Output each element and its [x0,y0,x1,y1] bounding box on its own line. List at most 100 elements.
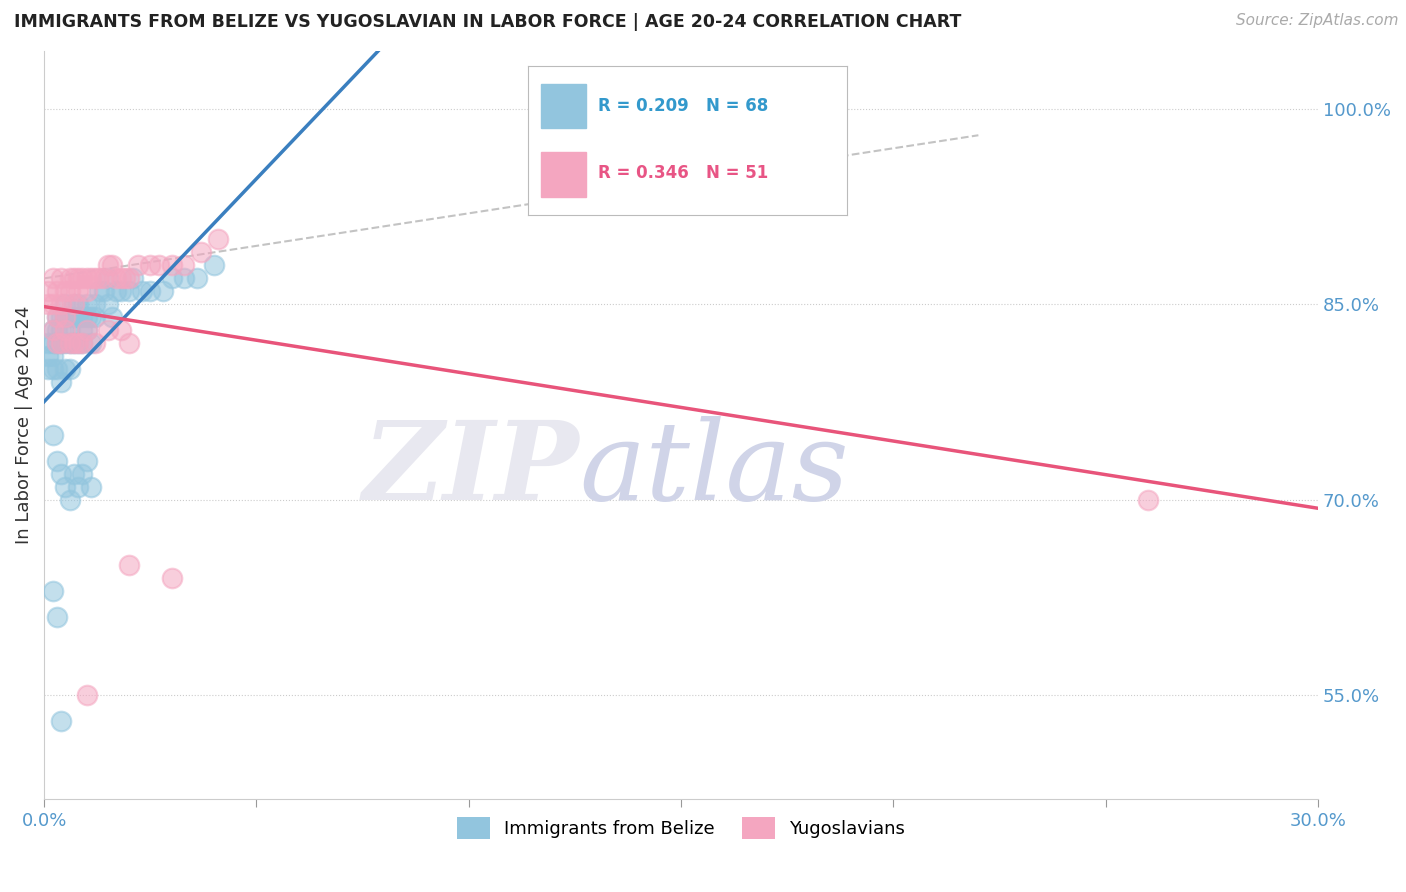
Point [41,323,63,337]
Point [101,310,124,325]
Point [53,323,76,337]
Y-axis label: In Labor Force | Age 20-24: In Labor Force | Age 20-24 [15,306,32,544]
Point [53,285,76,299]
Point [186,271,208,285]
Point [63,297,86,311]
Point [58,271,80,285]
Point [84,297,107,311]
Point [49,336,72,351]
Point [97,271,120,285]
Point [49,323,72,337]
Point [84,336,107,351]
Point [37,285,59,299]
Point [41,362,63,376]
Point [76,453,98,467]
Point [41,350,63,364]
Point [45,609,67,624]
Point [139,258,162,272]
Point [53,310,76,325]
Point [53,336,76,351]
Point [49,376,72,390]
Point [89,271,111,285]
Point [45,310,67,325]
Point [45,336,67,351]
Point [202,258,225,272]
Point [1137,492,1160,507]
Point [152,285,174,299]
Point [131,285,153,299]
Point [58,323,80,337]
Point [76,271,98,285]
Legend: Immigrants from Belize, Yugoslavians: Immigrants from Belize, Yugoslavians [450,809,912,846]
Text: Source: ZipAtlas.com: Source: ZipAtlas.com [1236,13,1399,29]
Point [45,285,67,299]
Point [93,271,115,285]
Point [37,350,59,364]
Point [173,271,195,285]
Point [127,258,149,272]
Point [45,323,67,337]
Point [105,271,128,285]
Point [67,336,90,351]
Point [49,310,72,325]
Point [49,336,72,351]
Point [118,285,141,299]
Point [53,297,76,311]
Text: atlas: atlas [579,416,849,524]
Point [63,336,86,351]
Point [37,336,59,351]
Point [72,323,94,337]
Point [63,310,86,325]
Point [101,258,124,272]
Point [58,285,80,299]
Point [41,583,63,598]
Point [76,285,98,299]
Point [67,336,90,351]
Point [63,467,86,481]
Point [97,323,120,337]
Point [80,271,103,285]
Point [84,310,107,325]
Point [122,271,145,285]
Point [76,297,98,311]
Point [160,271,183,285]
Point [49,271,72,285]
Point [76,688,98,702]
Point [67,297,90,311]
Point [58,336,80,351]
Point [67,310,90,325]
Point [105,285,128,299]
Point [80,479,103,493]
Point [93,285,115,299]
Point [58,362,80,376]
Point [139,285,162,299]
Point [53,362,76,376]
Point [41,271,63,285]
Point [97,297,120,311]
Point [63,336,86,351]
Point [114,271,136,285]
Point [110,323,132,337]
Point [72,336,94,351]
Point [190,245,212,260]
Point [45,362,67,376]
Point [72,310,94,325]
Point [53,310,76,325]
Point [45,310,67,325]
Point [76,323,98,337]
Point [72,336,94,351]
Point [49,297,72,311]
Point [45,336,67,351]
Point [58,492,80,507]
Text: ZIP: ZIP [363,416,579,524]
Point [41,323,63,337]
Point [53,479,76,493]
Point [97,258,120,272]
Point [63,271,86,285]
Point [118,558,141,572]
Point [37,362,59,376]
Point [67,479,90,493]
Point [160,571,183,585]
Point [80,310,103,325]
Point [49,714,72,728]
